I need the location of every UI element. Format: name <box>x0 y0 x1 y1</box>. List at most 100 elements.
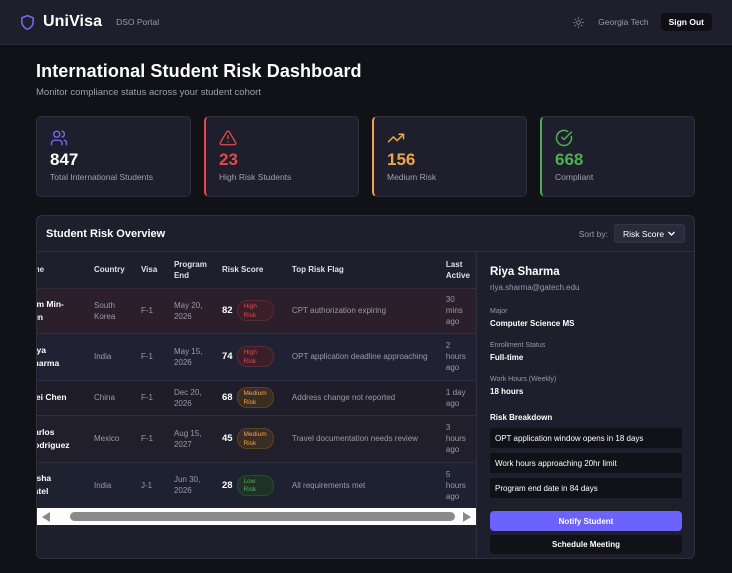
scroll-right-arrow-icon[interactable] <box>463 512 471 522</box>
risk-badge: Low Risk <box>236 474 274 496</box>
student-country: South Korea <box>87 288 135 334</box>
risk-breakdown-item: Work hours approaching 20hr limit <box>490 453 682 473</box>
horizontal-scrollbar[interactable] <box>37 508 476 525</box>
risk-score: 68 <box>221 392 233 403</box>
student-country: Mexico <box>87 415 135 463</box>
university-name: Georgia Tech <box>598 17 649 27</box>
risk-badge: Medium Risk <box>236 387 274 408</box>
top-risk-flag: CPT authorization expiring <box>285 288 440 334</box>
panel-title: Student Risk Overview <box>46 227 166 240</box>
table-row[interactable]: CarlosRodriguez Mexico F-1 Aug 15,2027 4… <box>37 415 476 463</box>
field-label-enrollment: Enrollment Status <box>490 342 546 349</box>
stat-card-compliant: 668 Compliant <box>540 116 695 197</box>
stat-card-medium-risk: 156 Medium Risk <box>372 116 527 197</box>
scroll-left-arrow-icon[interactable] <box>42 512 50 522</box>
chevron-down-icon <box>668 231 675 236</box>
student-name: Wei Chen <box>37 380 88 416</box>
column-header-name[interactable]: ame <box>37 252 88 289</box>
risk-score: 45 <box>221 433 233 444</box>
check-circle-icon <box>555 129 573 147</box>
student-country: China <box>87 380 135 416</box>
risk-score: 28 <box>221 479 233 491</box>
users-icon <box>50 130 68 146</box>
stat-card-high-risk: 23 High Risk Students <box>204 116 359 197</box>
top-risk-flag: Travel documentation needs review <box>285 415 440 463</box>
student-country: India <box>87 333 135 381</box>
detail-student-name: Riya Sharma <box>490 266 560 278</box>
page-title: International Student Risk Dashboard <box>36 61 362 81</box>
program-end: May 20, 2026 <box>167 288 216 334</box>
table-row[interactable]: AishaPatel India J-1 Jun 30,2026 28LowRi… <box>37 462 476 509</box>
student-risk-overview-panel: Student Risk Overview Sort by: Risk Scor… <box>36 215 695 559</box>
student-detail-panel: Riya Sharma riya.sharma@gatech.edu Major… <box>476 252 694 558</box>
stat-label: Total International Students <box>50 172 154 182</box>
table-row[interactable]: Wei Chen China F-1 Dec 20,2026 68MediumR… <box>37 380 476 416</box>
sort-value: Risk Score <box>623 228 665 239</box>
top-nav: UniVisa DSO Portal Georgia Tech Sign Out <box>0 0 732 45</box>
detail-student-email: riya.sharma@gatech.edu <box>490 283 580 292</box>
program-end: May 15, 2026 <box>167 333 216 381</box>
column-header-last-active[interactable]: Last Active <box>439 252 476 289</box>
sign-out-button[interactable]: Sign Out <box>660 13 712 31</box>
stat-value: 23 <box>219 150 238 169</box>
risk-badge: High Risk <box>236 346 274 367</box>
student-visa: F-1 <box>134 380 168 416</box>
column-header-top-risk-flag[interactable]: Top Risk Flag <box>285 252 440 289</box>
column-header-visa[interactable]: Visa <box>134 252 168 289</box>
risk-breakdown-item: OPT application window opens in 18 days <box>490 428 682 448</box>
field-value-major: Computer Science MS <box>490 319 575 328</box>
stat-label: High Risk Students <box>219 172 292 182</box>
risk-breakdown-item: Program end date in 84 days <box>490 478 682 498</box>
field-value-enrollment: Full-time <box>490 353 524 362</box>
page-subtitle: Monitor compliance status across your st… <box>36 87 261 98</box>
risk-score-cell: 45 Medium Risk <box>215 415 286 463</box>
field-value-work-hours: 18 hours <box>490 387 524 396</box>
program-end: Aug 15, 2027 <box>167 415 216 463</box>
risk-breakdown-title: Risk Breakdown <box>490 413 553 422</box>
stat-card-total: 847 Total International Students <box>36 116 191 197</box>
risk-badge: Medium Risk <box>236 428 274 449</box>
student-visa: J-1 <box>134 462 168 509</box>
student-visa: F-1 <box>134 333 168 381</box>
risk-score-cell: 28 Low Risk <box>215 462 286 509</box>
scrollbar-thumb[interactable] <box>70 512 455 521</box>
brand[interactable]: UniVisa DSO Portal <box>20 13 159 31</box>
stat-label: Medium Risk <box>387 172 437 182</box>
last-active: 1 day ago <box>439 380 476 416</box>
top-risk-flag: Address change not reported <box>285 380 440 416</box>
sun-icon[interactable] <box>572 16 584 28</box>
field-label-work-hours: Work Hours (Weekly) <box>490 376 557 383</box>
sort-select[interactable]: Risk Score <box>614 224 685 243</box>
schedule-meeting-button[interactable]: Schedule Meeting <box>490 535 682 554</box>
risk-score-cell: 74 High Risk <box>215 333 286 381</box>
column-header-country[interactable]: Country <box>87 252 135 289</box>
sort-label: Sort by: <box>578 228 608 239</box>
column-header-program-end[interactable]: Program End <box>167 252 216 289</box>
student-visa: F-1 <box>134 415 168 463</box>
stat-value: 668 <box>555 150 584 169</box>
program-end: Dec 20, 2026 <box>167 380 216 416</box>
last-active: 30 mins ago <box>439 288 476 334</box>
column-header-risk-score[interactable]: Risk Score <box>215 252 286 289</box>
student-name: CarlosRodriguez <box>37 415 88 463</box>
program-end: Jun 30, 2026 <box>167 462 216 509</box>
alert-triangle-icon <box>219 130 237 146</box>
last-active: 3 hours ago <box>439 415 476 463</box>
last-active: 2 hours ago <box>439 333 476 381</box>
notify-student-button[interactable]: Notify Student <box>490 511 682 531</box>
shield-icon <box>21 14 34 30</box>
field-label-major: Major <box>490 308 508 315</box>
student-country: India <box>87 462 135 509</box>
stat-value: 156 <box>387 150 416 169</box>
risk-score-cell: 68 Medium Risk <box>215 380 286 416</box>
stat-value: 847 <box>50 150 79 169</box>
last-active: 5 hours ago <box>439 462 476 509</box>
risk-badge: High Risk <box>236 300 274 321</box>
risk-score-cell: 82 High Risk <box>215 288 286 334</box>
risk-score: 74 <box>221 351 233 362</box>
